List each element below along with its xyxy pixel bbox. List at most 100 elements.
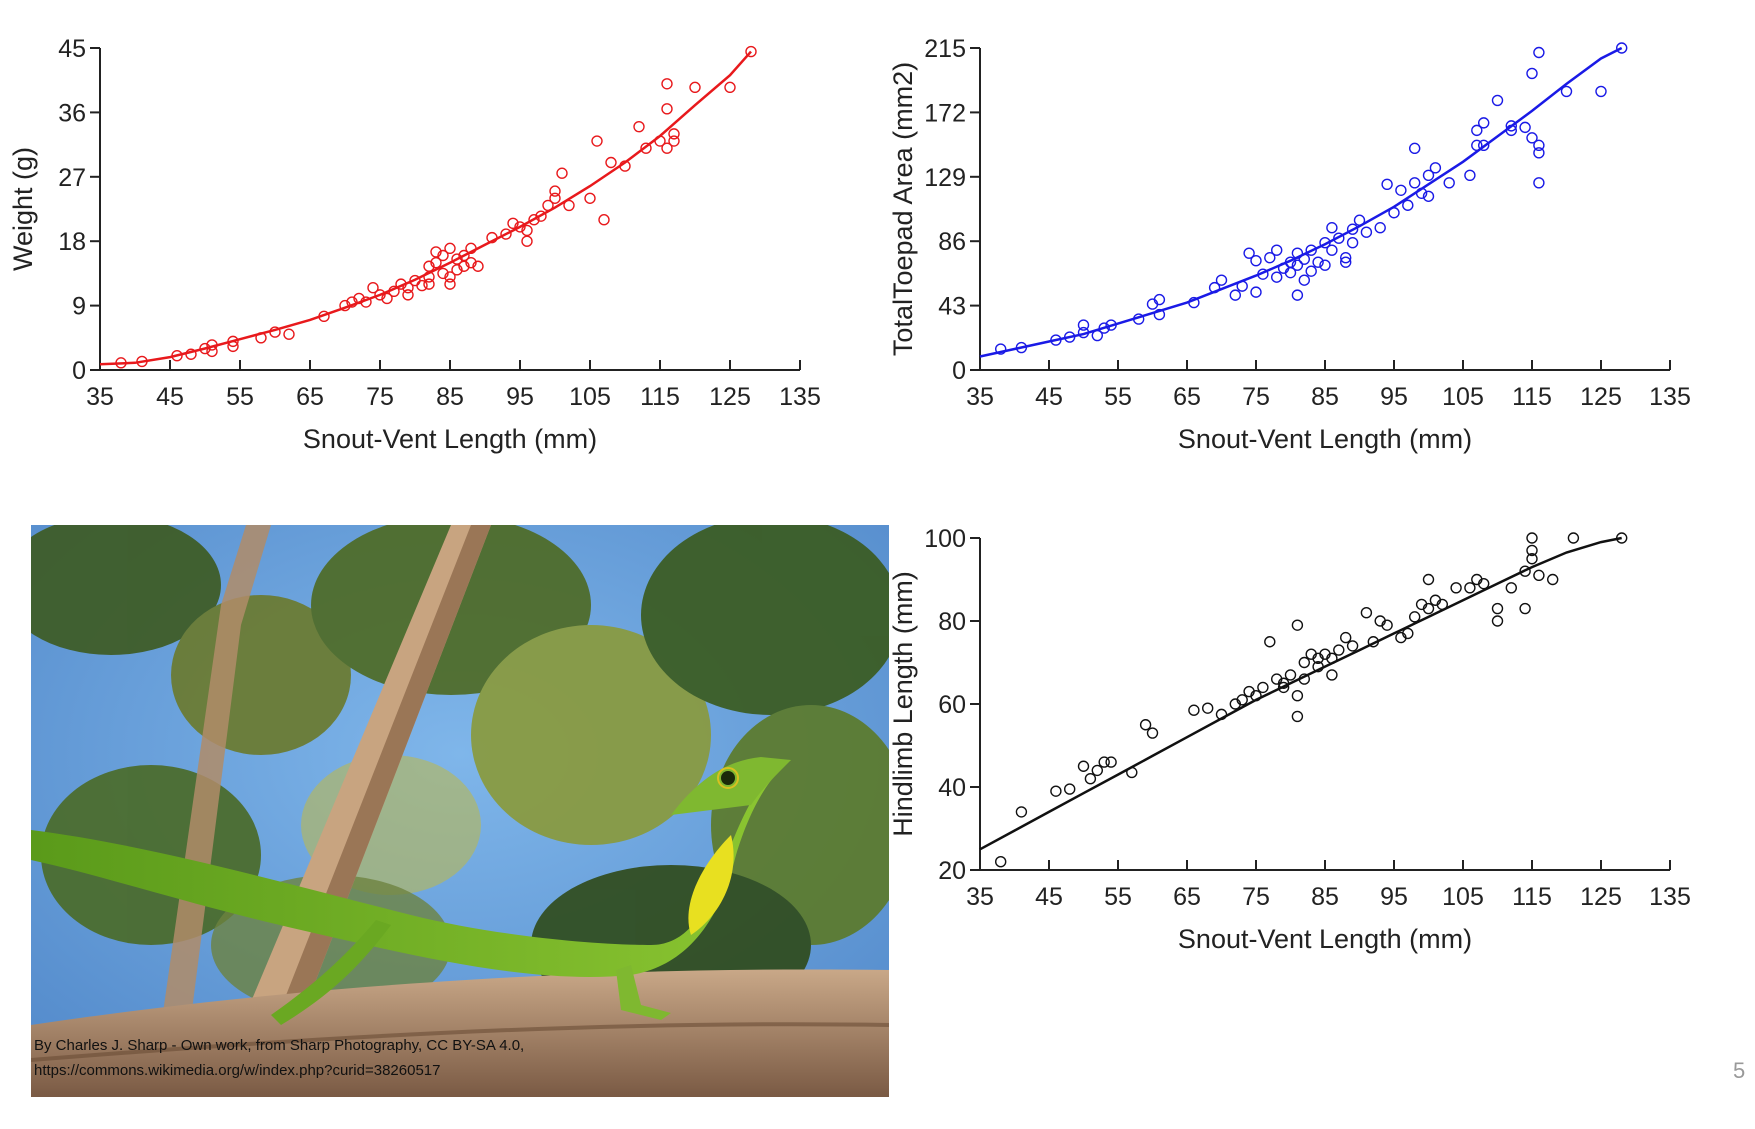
data-point	[1491, 94, 1504, 107]
y-tick-label: 27	[58, 164, 86, 192]
data-point	[994, 343, 1007, 355]
data-point	[661, 142, 673, 154]
data-point	[458, 260, 470, 272]
data-point	[1616, 532, 1628, 544]
y-tick-label: 43	[938, 293, 966, 321]
data-point	[521, 235, 533, 247]
data-point	[1533, 569, 1545, 582]
data-point	[360, 296, 372, 308]
y-tick-label: 20	[938, 857, 966, 885]
data-point	[1402, 199, 1414, 211]
data-point	[1526, 67, 1538, 80]
data-point	[458, 249, 470, 262]
x-tick-label: 55	[226, 383, 254, 411]
data-point	[1243, 247, 1255, 259]
data-point	[416, 279, 428, 292]
x-tick-label: 75	[366, 383, 394, 411]
data-point	[1188, 704, 1200, 716]
data-point	[1353, 214, 1366, 226]
data-point	[605, 156, 617, 169]
data-point	[395, 278, 407, 290]
x-tick-label: 105	[1442, 383, 1484, 411]
data-point	[1395, 184, 1407, 196]
data-point	[668, 128, 680, 140]
data-point	[1305, 265, 1317, 277]
data-point	[388, 285, 400, 297]
data-point	[1319, 236, 1331, 249]
data-point	[367, 282, 379, 294]
data-point	[1436, 598, 1448, 611]
x-tick-label: 125	[709, 383, 751, 411]
data-point	[1422, 190, 1435, 202]
data-point	[1133, 313, 1145, 325]
data-point	[1257, 268, 1269, 280]
x-tick-label: 135	[779, 383, 821, 411]
data-point	[1229, 289, 1241, 301]
data-point	[1326, 222, 1338, 234]
data-point	[1505, 582, 1517, 594]
x-tick-label: 85	[436, 383, 464, 411]
data-point	[1098, 756, 1110, 768]
data-point	[1277, 681, 1290, 694]
y-tick-label: 9	[72, 293, 86, 321]
data-point	[437, 267, 449, 280]
chart-svg: 0 9 18 27 36 45 35 45 55 65 75 85 95 105 115 125 135 Snou…	[8, 35, 821, 454]
data-point	[1374, 222, 1386, 234]
y-axis-label: Weight (g)	[8, 147, 38, 271]
data-point	[1105, 756, 1117, 768]
data-point	[1547, 573, 1559, 586]
data-point	[500, 228, 512, 240]
x-tick-label: 65	[1173, 383, 1201, 411]
x-tick-label: 45	[156, 383, 184, 411]
y-tick-label: 0	[72, 357, 86, 385]
data-point	[1091, 764, 1104, 777]
chart-svg: 20 40 60 80 100 35 45 55 65 75 85 95 105 115 125 135 Sno…	[888, 525, 1691, 954]
data-point	[1298, 673, 1310, 685]
data-point	[1271, 244, 1283, 256]
data-point	[1429, 162, 1442, 174]
data-point	[1284, 266, 1297, 279]
data-point	[444, 278, 456, 290]
x-axis-label: Snout-Vent Length (mm)	[1178, 924, 1472, 954]
data-point	[528, 214, 540, 226]
x-tick-label: 135	[1649, 383, 1691, 411]
data-point	[1264, 636, 1276, 648]
data-point	[724, 81, 736, 94]
data-point	[255, 332, 267, 344]
page-number: 5	[1733, 1058, 1746, 1083]
data-point	[1015, 806, 1028, 818]
data-point	[1291, 619, 1304, 631]
data-point	[199, 342, 211, 355]
weight-chart: 0 9 18 27 36 45 35 45 55 65 75 85 95 105 115 125 135 Snou…	[0, 20, 830, 480]
data-point	[1533, 147, 1545, 159]
data-point	[430, 256, 442, 269]
data-point	[1519, 565, 1531, 577]
y-tick-label: 40	[938, 774, 966, 802]
data-point	[1291, 710, 1304, 723]
data-point	[1360, 226, 1373, 238]
photo-credit-link[interactable]: https://commons.wikimedia.org/w/index.ph…	[34, 1062, 441, 1079]
data-point	[1291, 689, 1304, 702]
data-point	[1063, 783, 1076, 795]
x-tick-label: 65	[296, 383, 324, 411]
data-point	[1519, 121, 1531, 134]
data-point	[1526, 553, 1538, 565]
data-point	[1291, 259, 1304, 271]
y-tick-label: 18	[58, 228, 86, 256]
data-point	[1264, 251, 1276, 264]
data-point	[1505, 120, 1517, 132]
data-point	[633, 121, 645, 133]
data-point	[1409, 142, 1421, 155]
data-point	[1519, 602, 1531, 615]
data-point	[402, 282, 414, 294]
data-point	[1443, 177, 1455, 189]
data-point	[1236, 694, 1248, 706]
data-point	[1402, 627, 1414, 640]
data-point	[1595, 85, 1607, 98]
data-point	[1077, 760, 1090, 772]
data-point	[1326, 652, 1338, 665]
data-point	[1464, 582, 1476, 594]
data-point	[654, 135, 666, 147]
data-point	[1298, 274, 1310, 286]
data-point	[1257, 681, 1269, 694]
